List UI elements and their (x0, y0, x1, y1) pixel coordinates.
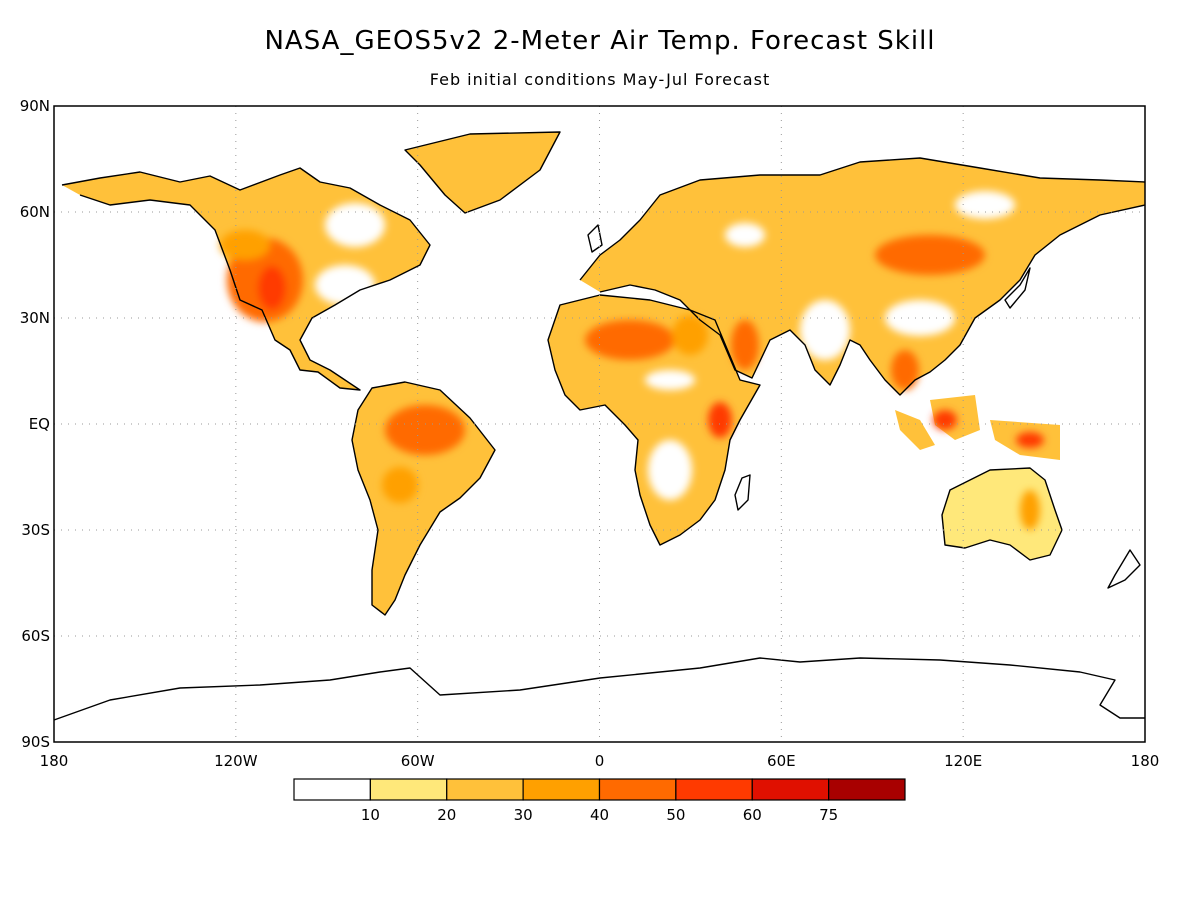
latitude-labels: 90N 60N 30N EQ 30S 60S 90S (20, 97, 50, 751)
coast-eurasia (579, 157, 1146, 396)
lon-tick-label: 180 (1131, 752, 1160, 770)
hotspot-amazon (385, 405, 465, 455)
graticule (54, 106, 1145, 742)
coast-new-zealand (1107, 549, 1141, 589)
lowskill-india (800, 300, 850, 360)
coast-japan (1004, 267, 1031, 309)
lon-tick-label: 60E (767, 752, 796, 770)
hotspot-na-plains (220, 230, 270, 260)
lon-tick-label: 0 (595, 752, 605, 770)
coast-uk (587, 224, 603, 253)
hotspot-east-africa (708, 402, 732, 438)
lon-tick-label: 180 (40, 752, 69, 770)
lat-tick-label: 60S (21, 627, 50, 645)
lat-tick-label: EQ (29, 415, 50, 433)
hotspot-indochina (891, 350, 919, 390)
skill-shading-layer (62, 132, 1145, 615)
colorbar-swatch (522, 778, 601, 801)
colorbar: 10 20 30 40 50 60 75 (293, 778, 906, 824)
hotspot-brazil (382, 467, 418, 503)
colorbar-label: 75 (819, 806, 838, 824)
hotspot-borneo (933, 410, 957, 430)
lat-tick-label: 30S (21, 521, 50, 539)
longitude-labels: 180 120W 60W 0 60E 120E 180 (40, 752, 1160, 770)
lowskill-russia (725, 223, 765, 247)
lowskill-siberia (955, 191, 1015, 219)
colorbar-label: 30 (514, 806, 533, 824)
coast-australia (941, 467, 1063, 561)
hotspot-sahara (585, 320, 675, 360)
hotspot-new-guinea (1016, 432, 1044, 448)
colorbar-swatch (369, 778, 448, 801)
lowskill-south-africa (648, 440, 692, 500)
colorbar-label: 40 (590, 806, 609, 824)
shading-africa (548, 295, 760, 545)
coast-antarctica (53, 657, 1145, 721)
lat-tick-label: 90N (20, 97, 50, 115)
colorbar-swatch (751, 778, 830, 801)
lowskill-us-east (315, 265, 375, 305)
coastlines (53, 131, 1146, 721)
colorbar-swatch (828, 778, 906, 801)
coast-africa (547, 294, 761, 546)
colorbar-label: 20 (437, 806, 456, 824)
hotspot-egypt (672, 315, 708, 355)
lat-tick-label: 30N (20, 309, 50, 327)
colorbar-label: 60 (743, 806, 762, 824)
colorbar-label: 50 (666, 806, 685, 824)
lon-tick-label: 60W (401, 752, 435, 770)
coast-greenland (404, 131, 561, 214)
colorbar-swatch (675, 778, 753, 801)
plot-frame (53, 105, 1146, 743)
hotspot-central-asia (875, 235, 985, 275)
lowskill-sahel (645, 370, 695, 390)
colorbar-swatch (446, 778, 524, 801)
hotspot-east-australia (1020, 490, 1040, 530)
lon-tick-label: 120W (214, 752, 258, 770)
map-subtitle: Feb initial conditions May-Jul Forecast (429, 70, 771, 89)
shading-australia (942, 468, 1062, 560)
hotspot-na-core (258, 266, 286, 310)
lat-tick-label: 60N (20, 203, 50, 221)
lowskill-canada-east (325, 203, 385, 247)
lon-tick-label: 120E (944, 752, 982, 770)
coast-north-america (61, 167, 431, 391)
colorbar-label: 10 (361, 806, 380, 824)
shading-maritime (895, 395, 1060, 460)
colorbar-swatch (293, 778, 371, 801)
coast-south-america (351, 381, 496, 616)
coast-madagascar (734, 474, 751, 511)
lat-tick-label: 90S (21, 733, 50, 751)
hotspot-arabia (731, 320, 759, 370)
lowskill-china (885, 300, 955, 336)
map-title: NASA_GEOS5v2 2-Meter Air Temp. Forecast … (264, 26, 936, 56)
colorbar-swatch (598, 778, 677, 801)
